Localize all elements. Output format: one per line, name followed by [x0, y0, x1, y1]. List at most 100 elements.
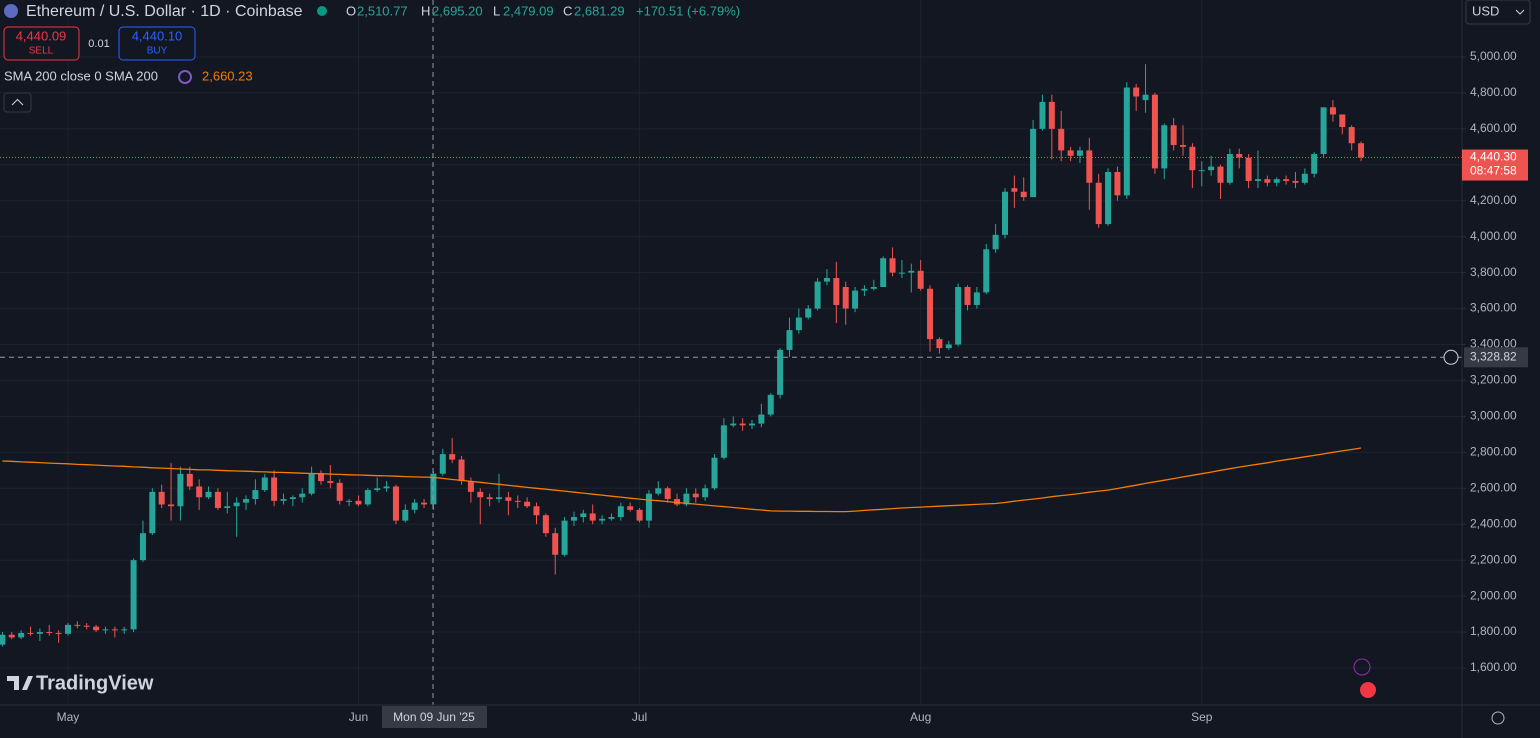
candle-body: [1011, 188, 1018, 192]
candle-body: [317, 473, 324, 482]
collapse-icon: [11, 98, 24, 106]
candle-body: [477, 491, 484, 498]
candle-body: [1254, 179, 1261, 181]
candle-body: [599, 518, 606, 521]
buy-label[interactable]: BUY: [147, 46, 168, 57]
chart-title: Ethereum / U.S. Dollar · 1D · Coinbase: [26, 3, 303, 20]
candle-body: [261, 477, 268, 491]
candle-body: [1236, 154, 1243, 158]
candle-body: [1245, 157, 1252, 181]
candle-body: [767, 394, 774, 415]
candle-body: [130, 560, 137, 630]
candle-body: [496, 497, 503, 500]
candle-body: [1133, 87, 1140, 97]
candle-body: [289, 497, 296, 500]
sell-button[interactable]: [3, 26, 80, 61]
candle-body: [374, 488, 381, 491]
crosshair-plus: [1443, 349, 1459, 365]
candle-body: [121, 629, 128, 631]
candle-body: [842, 286, 849, 309]
collapse-button[interactable]: [3, 92, 32, 113]
candle-body: [1048, 101, 1055, 129]
y-tick-label: 4,000.00: [1470, 229, 1517, 243]
candle-body: [889, 258, 896, 273]
indicator-name: SMA 200 close 0 SMA 200: [4, 68, 158, 83]
events-icon[interactable]: [1360, 682, 1376, 698]
y-tick-label: 1,800.00: [1470, 624, 1517, 638]
candle-body: [139, 533, 146, 561]
candle-body: [186, 473, 193, 487]
candle-body: [908, 270, 915, 273]
candle-body: [861, 288, 868, 291]
candle-body: [205, 491, 212, 498]
countdown: 08:47:58: [1470, 164, 1517, 178]
candle-body: [1114, 171, 1121, 196]
currency[interactable]: USD: [1472, 3, 1499, 18]
alert-icon[interactable]: [1353, 658, 1371, 676]
candle-body: [402, 509, 409, 521]
candle-body: [608, 517, 615, 519]
candle-body: [777, 349, 784, 395]
y-tick-label: 3,000.00: [1470, 409, 1517, 423]
crosshair-price-box: [1464, 347, 1528, 368]
candle-body: [346, 500, 353, 502]
candle-body: [955, 286, 962, 345]
x-tick-label: Jun: [349, 710, 368, 724]
candle-body: [1264, 179, 1271, 183]
y-tick-label: 3,200.00: [1470, 373, 1517, 387]
candle-body: [1039, 101, 1046, 129]
candle-body: [1020, 191, 1027, 198]
candle-body: [36, 632, 43, 634]
y-tick-label: 4,600.00: [1470, 121, 1517, 135]
candle-body: [83, 625, 90, 627]
x-tick-label: Jul: [632, 710, 647, 724]
candle-body: [280, 499, 287, 501]
candle-body: [1001, 191, 1008, 235]
buy-price[interactable]: 4,440.10: [132, 28, 183, 43]
candle-body: [168, 504, 175, 507]
candle-body: [570, 517, 577, 521]
candle-body: [580, 513, 587, 518]
y-tick-label: 2,600.00: [1470, 480, 1517, 494]
candle-body: [74, 624, 81, 626]
last-price-label: 4,440.30: [1470, 150, 1517, 164]
candle-body: [852, 290, 859, 309]
candle-body: [1189, 146, 1196, 171]
candle-body: [617, 506, 624, 518]
candle-body: [870, 286, 877, 289]
candle-body: [664, 488, 671, 500]
settings-icon[interactable]: [1491, 711, 1505, 725]
candle-body: [674, 499, 681, 505]
candle-body: [271, 477, 278, 501]
sell-label[interactable]: SELL: [29, 46, 54, 57]
candle-body: [46, 632, 53, 634]
candle-body: [449, 454, 456, 460]
candle-body: [336, 482, 343, 501]
indicator-value: 2,660.23: [202, 68, 253, 83]
candle-body: [177, 473, 184, 507]
candle-body: [1217, 166, 1224, 183]
y-tick-label: 4,800.00: [1470, 85, 1517, 99]
candle-body: [720, 425, 727, 458]
candle-body: [383, 486, 390, 489]
candle-body: [749, 423, 755, 426]
candle-body: [655, 488, 662, 494]
candle-body: [936, 339, 943, 349]
candle-body: [93, 626, 100, 631]
candle-body: [411, 502, 418, 510]
ohlc-low: 2,479.09: [503, 3, 554, 18]
x-tick-label: Sep: [1191, 710, 1213, 724]
candle-body: [1273, 179, 1280, 183]
buy-button[interactable]: [118, 26, 196, 61]
currency-button[interactable]: [1465, 0, 1531, 25]
candle-body: [823, 278, 830, 282]
sma-line: [2, 447, 1362, 513]
sell-price[interactable]: 4,440.09: [16, 28, 67, 43]
candle-body: [711, 457, 718, 489]
candle-body: [561, 520, 568, 555]
candle-body: [645, 493, 652, 521]
candle-body: [1170, 125, 1177, 146]
candle-body: [730, 423, 737, 426]
candle-body: [252, 490, 259, 500]
candle-body: [196, 486, 203, 498]
